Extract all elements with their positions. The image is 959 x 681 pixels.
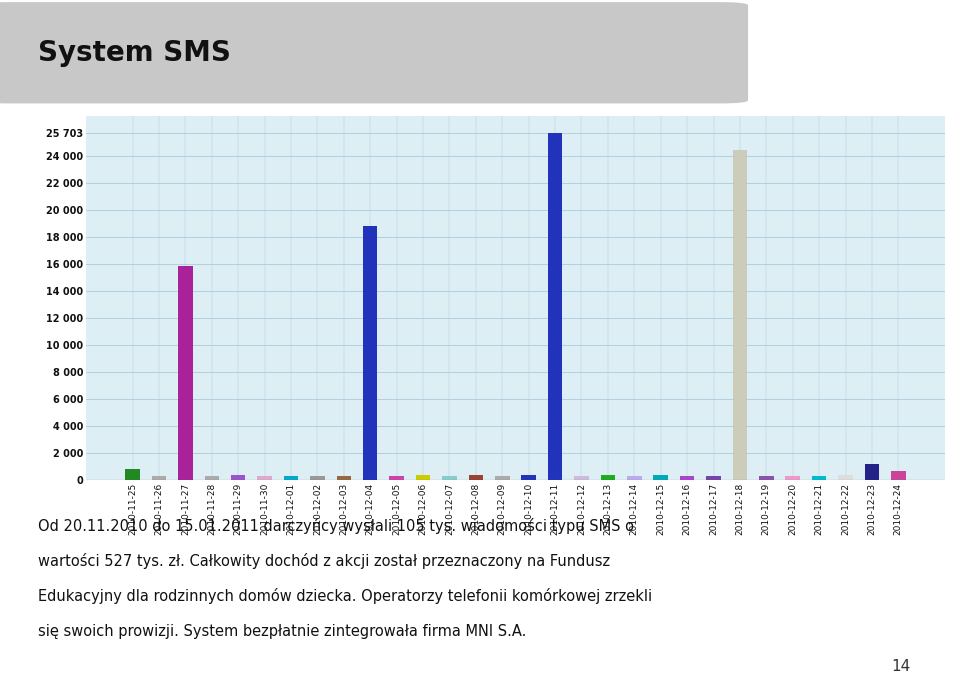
Bar (680, 476, 694, 480)
Bar (891, 471, 905, 480)
Bar (522, 475, 536, 480)
Text: System SMS: System SMS (38, 39, 231, 67)
Text: 14: 14 (892, 659, 911, 674)
Bar (284, 476, 298, 480)
Bar (760, 476, 774, 480)
Bar (389, 476, 404, 480)
Bar (785, 476, 800, 480)
Bar (178, 266, 193, 480)
Bar (204, 476, 219, 480)
Bar (733, 150, 747, 480)
Text: się swoich prowizji. System bezpłatnie zintegrowała firma MNI S.A.: się swoich prowizji. System bezpłatnie z… (38, 624, 526, 639)
Bar (812, 476, 827, 480)
Bar (152, 476, 166, 480)
Bar (337, 476, 351, 480)
Bar (469, 475, 483, 480)
Bar (442, 476, 456, 480)
Bar (627, 476, 642, 480)
Bar (653, 475, 668, 480)
FancyBboxPatch shape (0, 2, 748, 104)
Bar (310, 476, 325, 480)
Text: Od 20.11.2010 do 15.01.2011 darczyńcy wysłali 105 tys. wiadomości typu SMS o: Od 20.11.2010 do 15.01.2011 darczyńcy wy… (38, 518, 634, 533)
Bar (231, 475, 246, 480)
Text: wartości 527 tys. zł. Całkowity dochód z akcji został przeznaczony na Fundusz: wartości 527 tys. zł. Całkowity dochód z… (38, 553, 611, 569)
Bar (257, 476, 271, 480)
Bar (126, 469, 140, 480)
Bar (706, 476, 721, 480)
Bar (416, 475, 431, 480)
Text: FUNDACJA
ŚWIĘTEGO
MIKOŁAJA: FUNDACJA ŚWIĘTEGO MIKOŁAJA (788, 12, 895, 90)
Bar (574, 476, 589, 480)
Bar (865, 464, 879, 480)
Text: Edukacyjny dla rodzinnych domów dziecka. Operatorzy telefonii komórkowej zrzekli: Edukacyjny dla rodzinnych domów dziecka.… (38, 588, 652, 604)
Bar (495, 476, 509, 480)
Bar (363, 226, 378, 480)
Bar (548, 133, 562, 480)
Bar (838, 475, 853, 480)
Bar (600, 475, 615, 480)
